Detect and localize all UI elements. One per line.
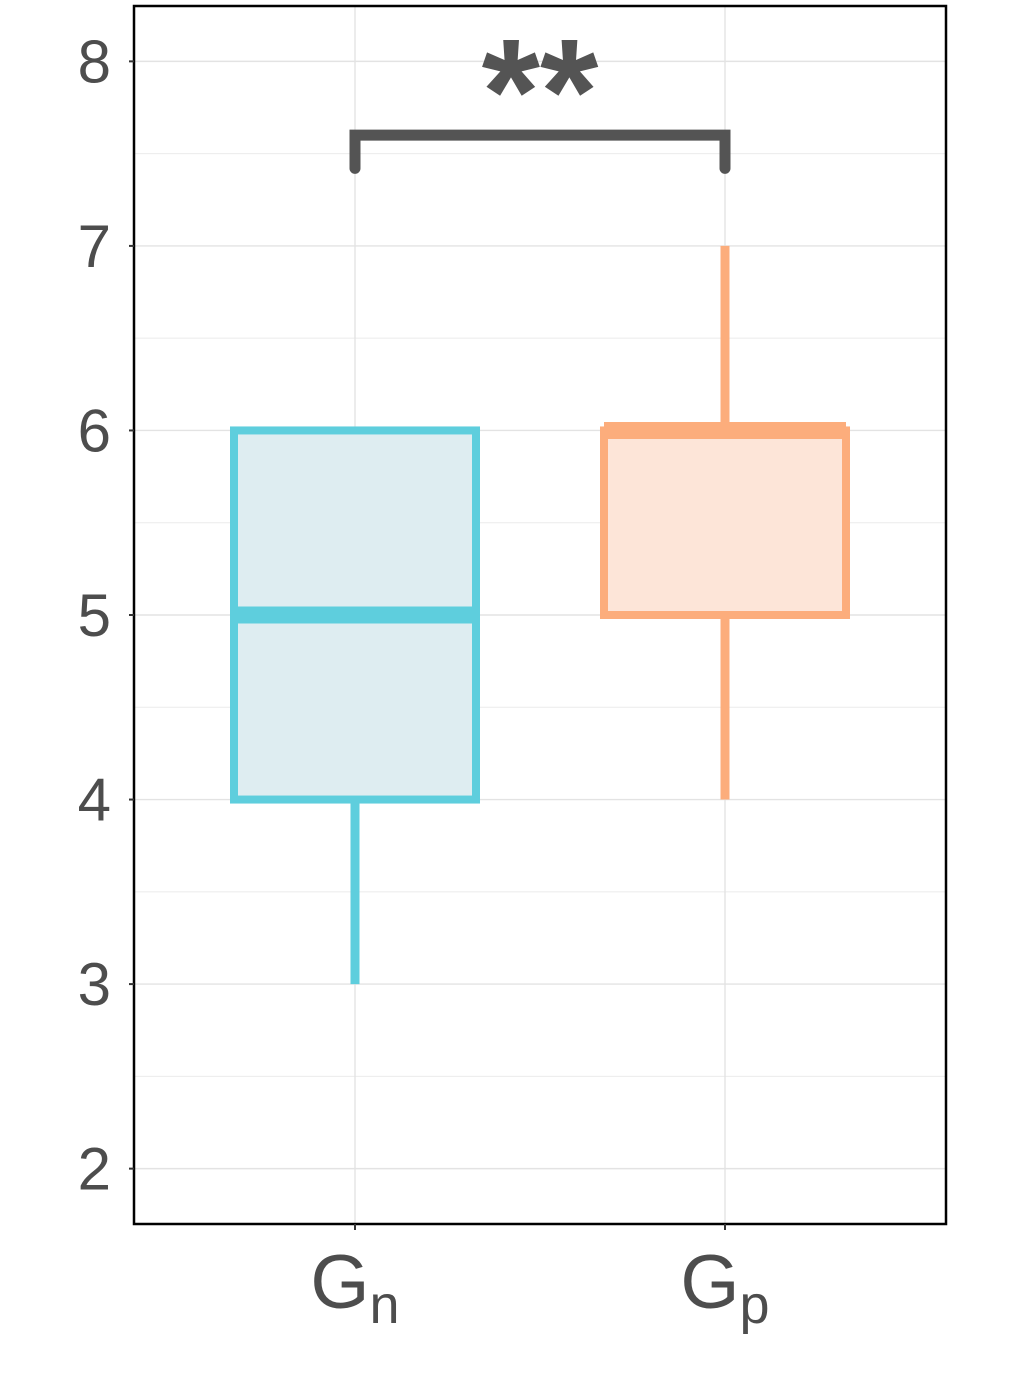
x-tick-label: Gp: [680, 1240, 769, 1335]
box-iqr: [600, 426, 850, 620]
y-tick-label: 5: [78, 582, 111, 649]
significance-label: **: [482, 7, 599, 175]
x-tick-label: Gn: [310, 1240, 399, 1335]
y-tick-label: 2: [78, 1136, 111, 1203]
y-tick-label: 8: [78, 28, 111, 95]
y-tick-label: 6: [78, 397, 111, 464]
y-tick-label: 4: [78, 767, 111, 834]
y-tick-label: 7: [78, 213, 111, 280]
significance-bracket: [349, 129, 731, 174]
y-tick-label: 3: [78, 951, 111, 1018]
